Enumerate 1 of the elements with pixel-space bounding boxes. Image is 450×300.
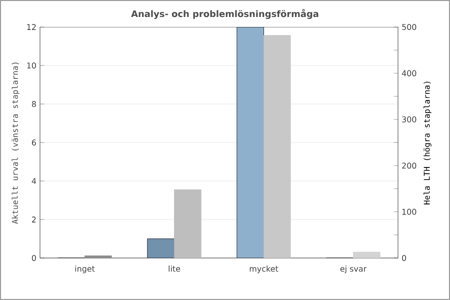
chart-title: Analys- och problemlösningsförmåga (131, 9, 318, 19)
